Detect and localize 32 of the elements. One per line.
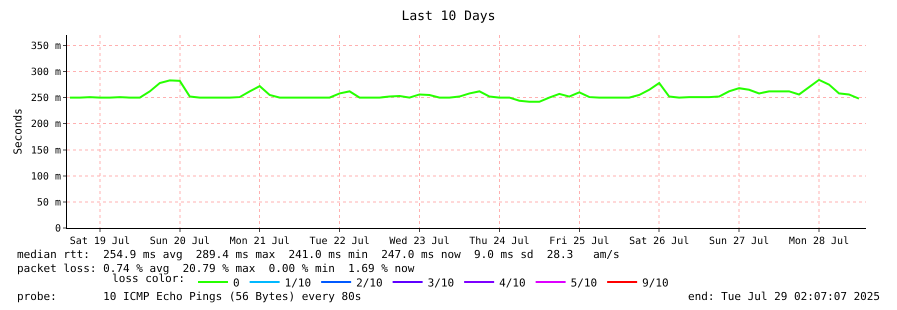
x-tick-label: Mon 21 Jul — [230, 236, 290, 247]
legend-label: 4/10 — [499, 276, 526, 290]
x-tick-label: Wed 23 Jul — [389, 236, 450, 247]
line-series — [68, 78, 860, 103]
legend-label: 5/10 — [570, 276, 598, 290]
x-tick-label: Mon 28 Jul — [788, 236, 850, 247]
text: packet loss: 0.74 % avg 20.79 % max 0.00 % min 1.69 % now — [17, 262, 415, 275]
y-tick-label: 300 m — [30, 67, 61, 78]
y-tick-label: 200 m — [30, 119, 61, 130]
chart-title: Last 10 Days — [402, 9, 496, 24]
y-axis-title: Seconds — [12, 108, 25, 155]
y-tick-label: 250 m — [30, 93, 61, 104]
legend-label: 3/10 — [428, 276, 454, 290]
text: median rtt: 254.9 ms avg 289.4 ms max 241.0 ms min 247.0 ms now 9.0 ms sd 28.3 am/s — [17, 248, 620, 261]
y-tick-label: 350 m — [30, 40, 61, 52]
y-tick-label: 150 m — [30, 145, 61, 156]
text: end: Tue Jul 29 02:07:07 2025 — [688, 290, 880, 303]
x-tick-label: Fri 25 Jul — [549, 236, 610, 247]
legend-label: 0 — [233, 276, 240, 290]
y-tick-label: 50 m — [36, 197, 61, 208]
x-tick-label: Tue 22 Jul — [309, 236, 370, 247]
x-tick-label: Sun 20 Jul — [150, 236, 210, 247]
x-tick-label: Thu 24 Jul — [469, 236, 530, 247]
legend-label: 2/10 — [356, 276, 383, 290]
legend-label: 9/10 — [642, 276, 669, 290]
x-tick-label: Sun 27 Jul — [708, 236, 770, 247]
y-tick-label: 0 — [54, 224, 61, 234]
x-tick-label: Sat 26 Jul — [629, 236, 690, 247]
y-tick-label: 100 m — [30, 171, 61, 182]
text: probe: 10 ICMP Echo Pings (56 Bytes) every 80s — [17, 290, 362, 303]
legend-label: 1/10 — [284, 276, 312, 290]
x-tick-label: Sat 19 Jul — [70, 236, 130, 247]
